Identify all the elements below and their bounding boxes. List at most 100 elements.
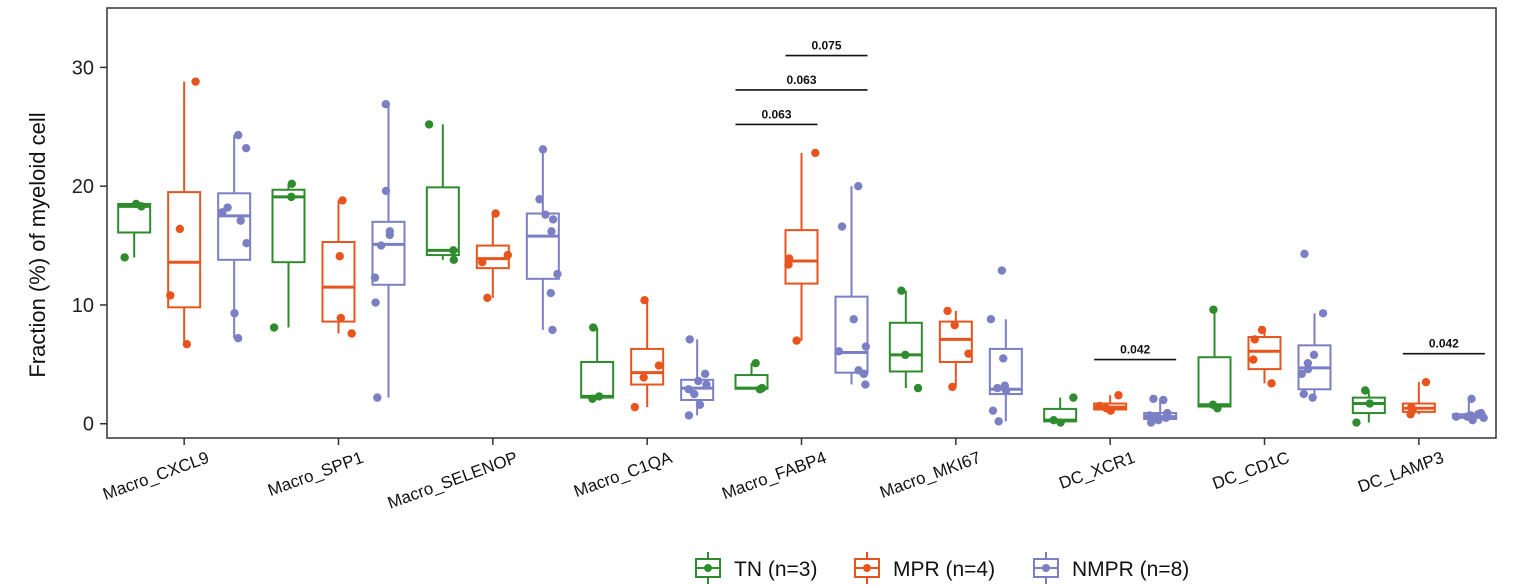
box-group [1297, 249, 1332, 402]
box-group [580, 323, 615, 404]
y-axis-title: Fraction (%) of myeloid cell [25, 112, 50, 377]
legend-key-point [863, 564, 871, 572]
box-group [1143, 394, 1178, 427]
significance-layer: 0.063 0.063 0.075 0.042 0.042 [735, 39, 1485, 361]
box-group [986, 266, 1023, 426]
data-point [988, 406, 998, 415]
legend-item: TN (n=3) [695, 552, 817, 584]
data-point [588, 323, 598, 332]
box-group [888, 286, 923, 393]
box-group [166, 77, 202, 349]
x-tick-label: Macro_SELENOP [385, 448, 520, 513]
data-point [948, 382, 957, 392]
data-point [964, 349, 973, 358]
data-point [1352, 418, 1361, 427]
data-point [1145, 411, 1154, 420]
data-point [757, 383, 767, 393]
legend: TN (n=3) MPR (n=4) NMPR (n=8) [695, 552, 1189, 584]
data-point [1056, 418, 1065, 427]
data-point [1361, 386, 1370, 395]
data-point [913, 383, 923, 393]
y-tick-label: 30 [72, 57, 94, 79]
data-point [1476, 408, 1486, 418]
box-group [525, 145, 562, 335]
box-group [1043, 393, 1078, 427]
box [371, 220, 406, 286]
data-point [335, 252, 344, 261]
legend-label: NMPR (n=8) [1072, 558, 1189, 581]
box-group [269, 179, 306, 332]
data-point [1318, 309, 1328, 318]
data-point [700, 369, 710, 379]
data-point [376, 241, 386, 250]
data-point [191, 77, 200, 86]
x-tick-label: DC_LAMP3 [1355, 448, 1446, 497]
data-point [784, 254, 794, 263]
y-tick-label: 20 [72, 176, 94, 198]
data-point [751, 358, 760, 368]
data-point [1421, 377, 1431, 387]
data-point [381, 186, 391, 196]
data-point [594, 392, 604, 401]
data-point [1249, 355, 1258, 364]
box-group [834, 181, 871, 389]
data-point [287, 179, 297, 189]
data-point [1308, 393, 1317, 402]
data-point [1209, 305, 1218, 314]
box [888, 321, 923, 373]
data-point [547, 227, 556, 236]
data-point [234, 130, 243, 140]
data-point [347, 329, 356, 338]
data-point [338, 196, 347, 205]
data-point [1466, 411, 1476, 420]
data-point [478, 257, 487, 267]
data-point [1303, 364, 1313, 374]
data-point [120, 253, 129, 262]
significance-label: 0.063 [761, 107, 791, 121]
data-point [1257, 325, 1267, 335]
box-group [321, 196, 356, 338]
y-axis: 0 10 20 30 [72, 57, 107, 436]
box [1197, 356, 1232, 408]
data-point [483, 293, 492, 303]
data-point [1407, 402, 1416, 412]
data-point [861, 380, 870, 389]
data-point [1267, 379, 1276, 388]
data-point [834, 347, 844, 356]
data-point [1069, 393, 1078, 402]
significance-label: 0.042 [1120, 343, 1150, 357]
data-point [1146, 418, 1156, 427]
data-point [182, 339, 192, 349]
data-point [861, 342, 871, 351]
box [217, 192, 252, 261]
box-group [680, 335, 715, 420]
box-group [1197, 305, 1232, 413]
data-point [381, 100, 390, 109]
box-group [630, 296, 665, 412]
significance-label: 0.042 [1429, 337, 1459, 351]
data-point [950, 320, 959, 330]
data-point [1153, 412, 1162, 421]
data-point [854, 181, 863, 191]
x-tick-label: DC_XCR1 [1056, 448, 1137, 493]
y-tick-label: 0 [83, 414, 94, 436]
data-point [993, 383, 1002, 393]
box-group [424, 120, 460, 265]
data-point [1159, 395, 1168, 405]
x-tick-label: DC_CD1C [1210, 448, 1292, 493]
data-point [491, 209, 500, 218]
data-point [654, 361, 664, 370]
data-point [385, 227, 395, 236]
data-point [1452, 412, 1461, 421]
data-point [1303, 358, 1313, 368]
box-group [734, 358, 769, 394]
data-point [694, 376, 703, 386]
significance-label: 0.075 [811, 39, 841, 53]
data-point [685, 335, 694, 344]
data-point [131, 199, 141, 209]
box-group [1401, 377, 1436, 419]
data-point [1114, 391, 1123, 400]
data-point [1000, 381, 1010, 390]
legend-label: MPR (n=4) [893, 558, 995, 581]
